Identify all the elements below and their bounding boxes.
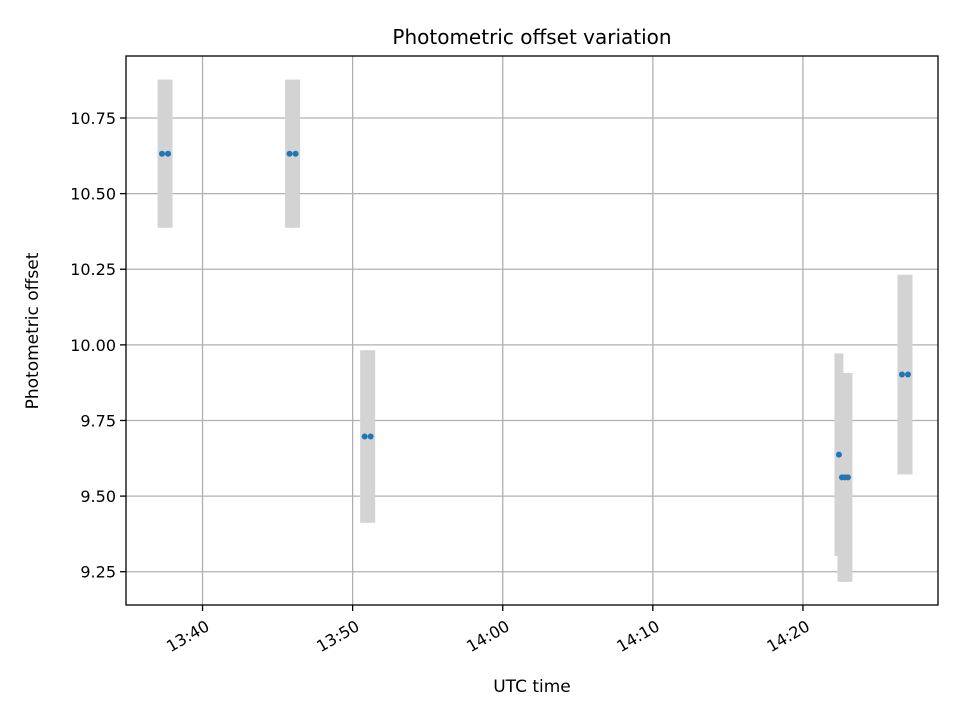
y-axis-label: Photometric offset — [23, 252, 43, 409]
data-point — [286, 150, 293, 157]
x-axis-label: UTC time — [493, 677, 571, 697]
y-tick-label: 10.75 — [70, 109, 116, 128]
data-points — [159, 150, 911, 481]
data-point — [159, 150, 166, 157]
y-tick-label: 9.25 — [80, 563, 116, 582]
data-point — [844, 474, 851, 481]
data-point — [367, 433, 374, 440]
y-tick-label: 10.25 — [70, 260, 116, 279]
y-axis-ticks: 9.25 9.50 9.75 10.00 10.25 10.50 10.75 — [70, 109, 126, 582]
data-point — [904, 371, 911, 378]
data-point — [898, 371, 905, 378]
grid — [126, 56, 938, 605]
y-tick-label: 9.75 — [80, 411, 116, 430]
plot-frame — [125, 55, 939, 606]
data-point — [835, 451, 842, 458]
y-tick-label: 10.50 — [70, 185, 116, 204]
chart-title: Photometric offset variation — [392, 25, 671, 49]
data-point — [292, 150, 299, 157]
data-point — [165, 150, 172, 157]
y-tick-label: 10.00 — [70, 336, 116, 355]
data-point — [361, 433, 368, 440]
y-tick-label: 9.50 — [80, 487, 116, 506]
